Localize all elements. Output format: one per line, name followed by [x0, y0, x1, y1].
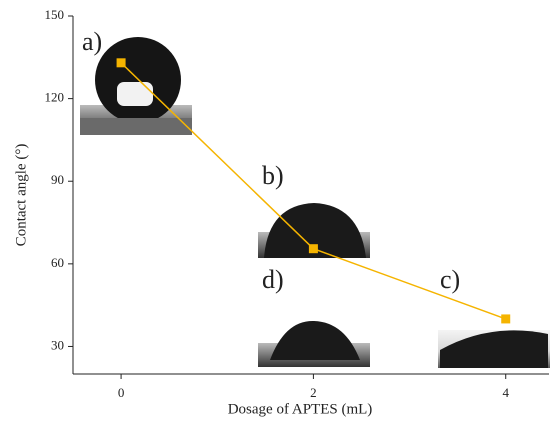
- droplet-c: [438, 330, 550, 368]
- y-tick-label: 120: [45, 90, 65, 105]
- x-tick-label: 0: [118, 385, 125, 400]
- droplet-images: [80, 28, 550, 368]
- x-tick-label: 2: [310, 385, 317, 400]
- x-axis-label: Dosage of APTES (mL): [228, 401, 373, 417]
- point: [501, 314, 511, 324]
- y-tick-label: 60: [51, 255, 64, 270]
- droplet-d: [258, 320, 370, 367]
- point: [308, 244, 318, 254]
- annotation: c): [440, 265, 460, 294]
- annotation: b): [262, 161, 284, 190]
- y-tick-label: 90: [51, 172, 64, 187]
- annotation: d): [262, 265, 284, 294]
- x-tick-label: 4: [502, 385, 509, 400]
- annotation: a): [82, 27, 102, 56]
- y-tick-label: 150: [45, 7, 65, 22]
- y-tick-label: 30: [51, 337, 64, 352]
- point: [116, 58, 126, 68]
- y-axis-label: Contact angle (°): [13, 144, 29, 247]
